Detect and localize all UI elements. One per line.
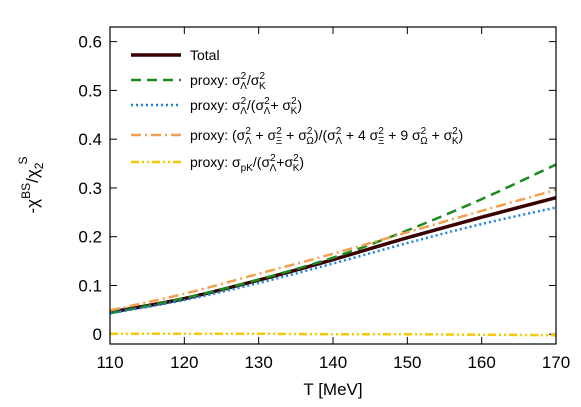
y-tick-label: 0.5 (78, 81, 102, 100)
x-tick-label: 160 (467, 353, 495, 372)
legend: Total proxy: σ2 Λ/σ2 K proxy: σ2 Λ/(σ2 Λ+ σ2… (131, 47, 463, 174)
x-tick-label: 150 (393, 353, 421, 372)
legend-label-proxy-lambda-over-k: proxy: σ2 Λ/σ2 K (190, 71, 266, 92)
x-tick-label: 170 (542, 353, 570, 372)
y-axis-label-sup2: S (16, 157, 30, 165)
y-axis-label-main: -χ (23, 199, 42, 214)
y-axis-label-sup1: BS (19, 183, 33, 199)
legend-label-proxy-pk: proxy: σpK/(σ2 Λ+σ2 K) (190, 153, 304, 174)
x-tick-label: 130 (244, 353, 272, 372)
x-tick-label: 120 (170, 353, 198, 372)
y-axis-label-slash: /χ (23, 169, 42, 183)
ticks-layer: 110 120 130 140 150 160 170 0 0.1 0.2 0.3 0.4 0.5 0.6 (78, 27, 570, 372)
plot-frame (109, 26, 557, 345)
y-axis-label: -χBS/χ2S (16, 157, 46, 214)
y-tick-label: 0.6 (78, 33, 102, 52)
y-tick-label: 0 (93, 325, 102, 344)
x-tick-label: 110 (96, 353, 123, 372)
series-line-2 (109, 206, 557, 315)
legend-label-proxy-hyperon-sum: proxy: (σ2 Λ + σ2 Ξ + σ2 Ω)/(σ2 Λ + 4 σ2 Ξ + … (190, 126, 463, 147)
x-axis-label: T [MeV] (303, 380, 362, 399)
series-line-4 (109, 332, 557, 337)
series-line-0 (109, 195, 557, 315)
x-tick-label: 140 (319, 353, 347, 372)
legend-label-proxy-lambda-over-sum: proxy: σ2 Λ/(σ2 Λ+ σ2 K) (190, 96, 302, 117)
y-tick-label: 0.2 (78, 228, 102, 247)
legend-label-total: Total (190, 47, 220, 63)
y-tick-label: 0.1 (78, 276, 102, 295)
y-axis-label-sub2: 2 (32, 162, 46, 169)
series-layer (109, 163, 557, 337)
series-line-3 (109, 188, 557, 312)
y-tick-label: 0.3 (78, 179, 102, 198)
y-tick-label: 0.4 (78, 130, 102, 149)
series-line-1 (109, 163, 557, 315)
